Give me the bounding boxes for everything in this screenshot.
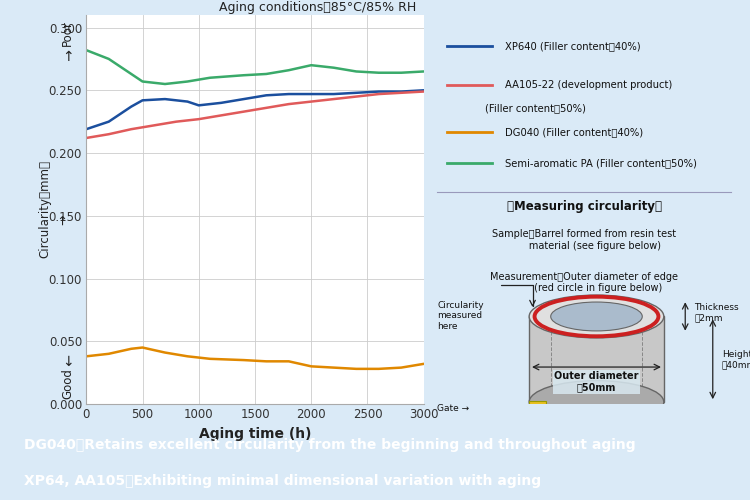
Text: Good: Good <box>61 368 74 399</box>
Bar <box>530 402 546 415</box>
Text: →: → <box>57 214 70 225</box>
Text: Measurement：Outer diameter of edge
         (red circle in figure below): Measurement：Outer diameter of edge (red … <box>490 272 678 293</box>
Bar <box>530 316 664 402</box>
Ellipse shape <box>530 295 664 338</box>
Text: ↓: ↓ <box>62 355 74 369</box>
Text: AA105-22 (development product): AA105-22 (development product) <box>505 80 672 90</box>
Text: DG040：Retains excellent circularity from the beginning and throughout aging: DG040：Retains excellent circularity from… <box>25 438 636 452</box>
Text: (Filler content：50%): (Filler content：50%) <box>484 104 586 114</box>
Text: ↑: ↑ <box>62 50 74 64</box>
Text: XP640 (Filler content：40%): XP640 (Filler content：40%) <box>505 41 640 51</box>
X-axis label: Aging time (h): Aging time (h) <box>199 426 311 440</box>
Ellipse shape <box>530 380 664 424</box>
Text: Sample：Barrel formed from resin test
       material (see figure below): Sample：Barrel formed from resin test mat… <box>492 229 676 250</box>
Text: Thickness
：2mm: Thickness ：2mm <box>694 303 739 322</box>
Text: Gate →: Gate → <box>437 404 470 413</box>
Text: ＜Measuring circularity＞: ＜Measuring circularity＞ <box>507 200 662 213</box>
Text: Circularity
measured
here: Circularity measured here <box>437 301 484 330</box>
Text: Circularity（mm）: Circularity（mm） <box>38 160 52 258</box>
Text: Semi-aromatic PA (Filler content：50%): Semi-aromatic PA (Filler content：50%) <box>505 158 697 168</box>
Text: Aging conditions：85°C/85% RH: Aging conditions：85°C/85% RH <box>219 1 416 14</box>
Ellipse shape <box>550 302 642 331</box>
Text: Height
：40mm: Height ：40mm <box>722 350 750 369</box>
Text: XP64, AA105：Exhibiting minimal dimensional variation with aging: XP64, AA105：Exhibiting minimal dimension… <box>25 474 542 488</box>
Text: Outer diameter
：50mm: Outer diameter ：50mm <box>554 371 639 392</box>
Text: Poor: Poor <box>61 20 74 46</box>
Text: DG040 (Filler content：40%): DG040 (Filler content：40%) <box>505 126 643 136</box>
